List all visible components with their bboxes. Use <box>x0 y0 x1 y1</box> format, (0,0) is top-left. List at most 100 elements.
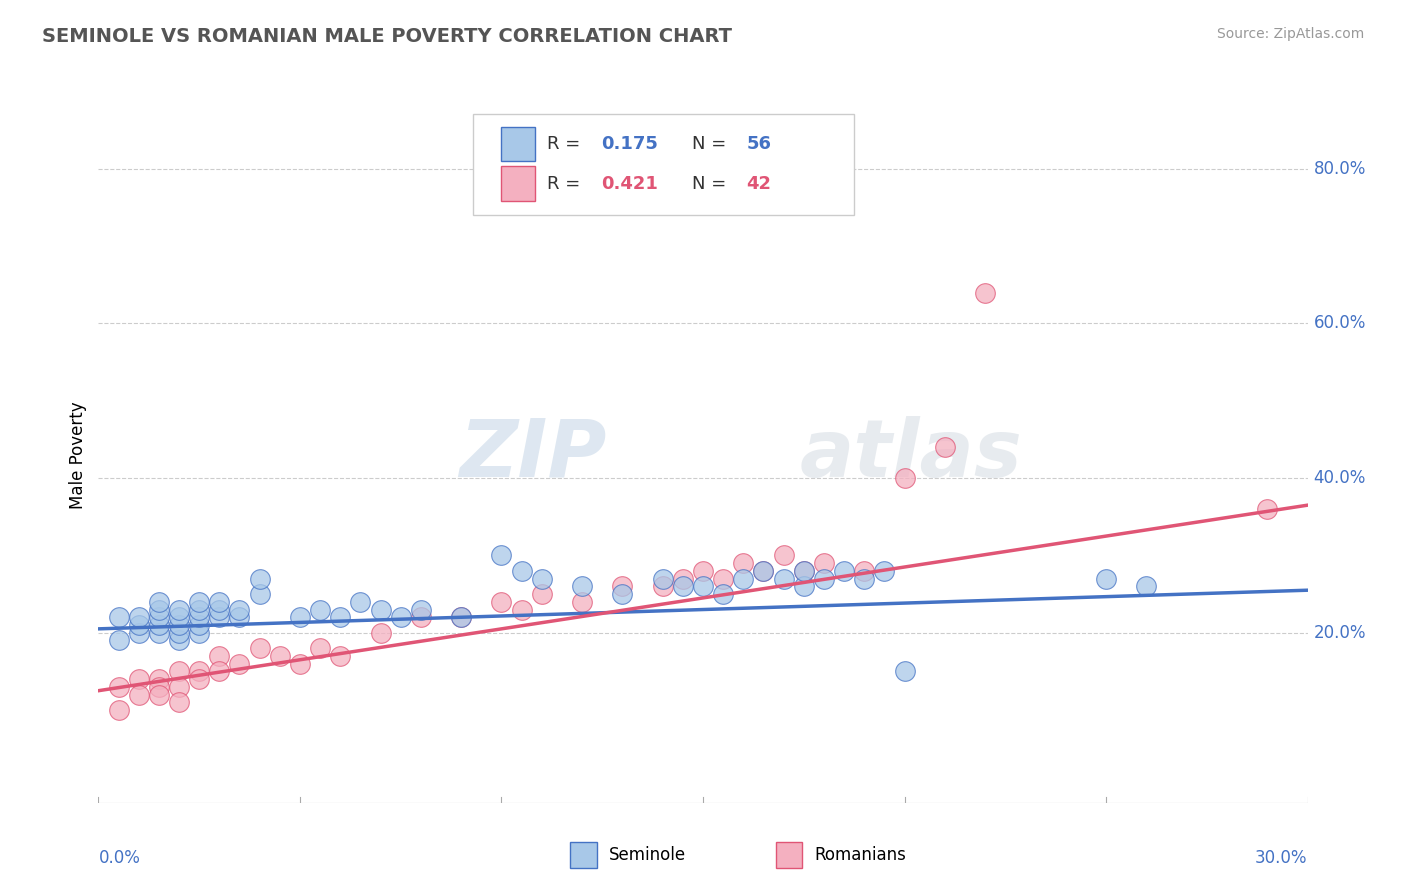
Point <box>107 633 129 648</box>
Point <box>974 285 997 300</box>
Point <box>1256 502 1278 516</box>
Point <box>288 657 311 671</box>
FancyBboxPatch shape <box>474 114 855 215</box>
Point <box>873 564 896 578</box>
Point <box>733 556 755 570</box>
Point <box>148 672 170 686</box>
Point <box>167 610 190 624</box>
Point <box>692 564 714 578</box>
Text: 0.175: 0.175 <box>602 135 658 153</box>
Point <box>128 625 150 640</box>
Point <box>813 556 835 570</box>
Point <box>148 680 170 694</box>
Point <box>128 688 150 702</box>
Text: atlas: atlas <box>800 416 1022 494</box>
FancyBboxPatch shape <box>501 127 534 161</box>
Point <box>188 602 211 616</box>
Point <box>167 602 190 616</box>
Point <box>208 665 231 679</box>
Point <box>188 665 211 679</box>
Point <box>148 618 170 632</box>
Text: N =: N = <box>692 135 733 153</box>
Text: SEMINOLE VS ROMANIAN MALE POVERTY CORRELATION CHART: SEMINOLE VS ROMANIAN MALE POVERTY CORREL… <box>42 27 733 45</box>
Text: R =: R = <box>547 135 586 153</box>
Point <box>167 665 190 679</box>
Point <box>934 440 956 454</box>
Point <box>752 564 775 578</box>
Point <box>793 564 815 578</box>
Point <box>651 572 673 586</box>
Point <box>530 587 553 601</box>
Text: Source: ZipAtlas.com: Source: ZipAtlas.com <box>1216 27 1364 41</box>
Point <box>491 595 513 609</box>
Point <box>893 665 915 679</box>
Point <box>752 564 775 578</box>
Point <box>148 602 170 616</box>
Point <box>188 595 211 609</box>
Point <box>450 610 472 624</box>
FancyBboxPatch shape <box>569 842 596 868</box>
Point <box>228 610 250 624</box>
Point <box>148 595 170 609</box>
Point <box>612 587 634 601</box>
Point <box>309 602 332 616</box>
Point <box>329 648 352 663</box>
Point <box>228 602 250 616</box>
Point <box>672 572 695 586</box>
Point <box>249 587 271 601</box>
Point <box>128 610 150 624</box>
Point <box>128 618 150 632</box>
Point <box>148 610 170 624</box>
Point <box>208 648 231 663</box>
Text: 40.0%: 40.0% <box>1313 469 1367 487</box>
Point <box>208 610 231 624</box>
Point <box>208 602 231 616</box>
Point <box>793 564 815 578</box>
Point <box>148 625 170 640</box>
Point <box>349 595 371 609</box>
Point <box>167 625 190 640</box>
Text: 42: 42 <box>747 175 772 193</box>
Point <box>571 579 593 593</box>
Point <box>329 610 352 624</box>
Point <box>510 564 533 578</box>
Point <box>107 610 129 624</box>
Point <box>651 579 673 593</box>
Point <box>571 595 593 609</box>
Point <box>772 549 794 563</box>
Point <box>1135 579 1157 593</box>
Point <box>188 610 211 624</box>
Point <box>269 648 291 663</box>
Point <box>389 610 412 624</box>
Text: 30.0%: 30.0% <box>1256 849 1308 867</box>
Text: Romanians: Romanians <box>814 846 905 864</box>
Point <box>188 618 211 632</box>
Point <box>370 625 392 640</box>
Point <box>813 572 835 586</box>
Point <box>612 579 634 593</box>
Text: 0.0%: 0.0% <box>98 849 141 867</box>
Point <box>409 602 432 616</box>
Point <box>772 572 794 586</box>
FancyBboxPatch shape <box>776 842 803 868</box>
Point <box>530 572 553 586</box>
Point <box>288 610 311 624</box>
Point <box>672 579 695 593</box>
Point <box>167 695 190 709</box>
Point <box>128 672 150 686</box>
Point <box>692 579 714 593</box>
Text: 56: 56 <box>747 135 772 153</box>
Text: 60.0%: 60.0% <box>1313 315 1367 333</box>
Point <box>249 572 271 586</box>
Point <box>107 680 129 694</box>
Point <box>832 564 855 578</box>
Point <box>167 633 190 648</box>
Point <box>853 572 876 586</box>
Point <box>853 564 876 578</box>
Point <box>188 672 211 686</box>
Point <box>510 602 533 616</box>
Point <box>1095 572 1118 586</box>
Text: 80.0%: 80.0% <box>1313 160 1367 178</box>
Point <box>733 572 755 586</box>
Point <box>711 587 734 601</box>
